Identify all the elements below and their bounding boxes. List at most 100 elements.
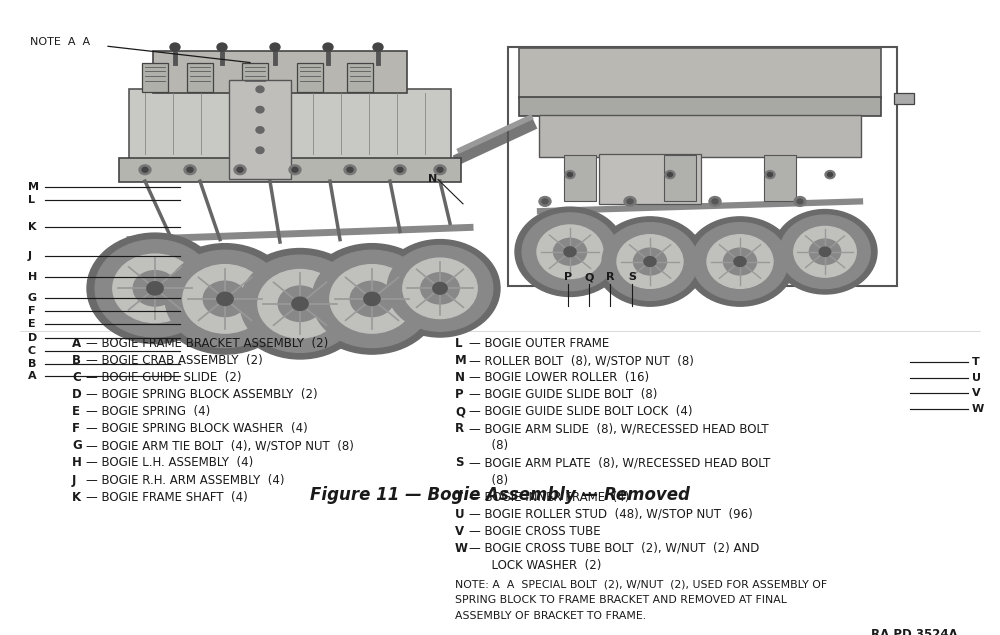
Circle shape xyxy=(394,165,406,175)
FancyBboxPatch shape xyxy=(347,62,373,92)
Circle shape xyxy=(330,265,414,333)
Circle shape xyxy=(825,171,835,178)
Circle shape xyxy=(627,199,633,204)
Text: M: M xyxy=(28,182,39,192)
Circle shape xyxy=(724,248,757,275)
FancyBboxPatch shape xyxy=(187,62,213,92)
Text: S: S xyxy=(455,457,464,469)
Text: — BOGIE ARM TIE BOLT  (4), W/STOP NUT  (8): — BOGIE ARM TIE BOLT (4), W/STOP NUT (8) xyxy=(86,439,354,452)
Circle shape xyxy=(139,165,151,175)
Text: D: D xyxy=(72,388,82,401)
Text: W: W xyxy=(972,404,984,414)
Text: H: H xyxy=(72,457,82,469)
Circle shape xyxy=(387,246,493,331)
Text: — BOGIE ARM PLATE  (8), W/RECESSED HEAD BOLT: — BOGIE ARM PLATE (8), W/RECESSED HEAD B… xyxy=(469,457,770,469)
Circle shape xyxy=(437,167,443,172)
Circle shape xyxy=(539,197,551,206)
Circle shape xyxy=(522,213,618,291)
Text: — BOGIE ROLLER STUD  (48), W/STOP NUT  (96): — BOGIE ROLLER STUD (48), W/STOP NUT (96… xyxy=(469,507,753,521)
Text: P: P xyxy=(564,272,572,283)
Circle shape xyxy=(828,173,832,177)
Text: J: J xyxy=(28,251,32,262)
Circle shape xyxy=(421,273,459,304)
Text: N: N xyxy=(455,371,465,384)
Circle shape xyxy=(203,281,247,317)
Circle shape xyxy=(95,240,215,337)
Text: — BOGIE OUTER FRAME: — BOGIE OUTER FRAME xyxy=(469,337,609,350)
Circle shape xyxy=(617,235,683,288)
Text: A: A xyxy=(28,371,37,382)
Circle shape xyxy=(819,247,831,257)
Circle shape xyxy=(184,165,196,175)
Text: E: E xyxy=(28,319,36,329)
Circle shape xyxy=(537,225,603,279)
Circle shape xyxy=(142,167,148,172)
Text: (8): (8) xyxy=(469,474,508,486)
Text: K: K xyxy=(28,222,36,232)
Circle shape xyxy=(344,165,356,175)
Text: — BOGIE CRAB ASSEMBLY  (2): — BOGIE CRAB ASSEMBLY (2) xyxy=(86,354,263,367)
Circle shape xyxy=(237,167,243,172)
Circle shape xyxy=(165,250,285,347)
Text: SPRING BLOCK TO FRAME BRACKET AND REMOVED AT FINAL: SPRING BLOCK TO FRAME BRACKET AND REMOVE… xyxy=(455,596,787,605)
FancyBboxPatch shape xyxy=(229,81,291,180)
Circle shape xyxy=(634,248,666,275)
Text: — BOGIE SPRING BLOCK WASHER  (4): — BOGIE SPRING BLOCK WASHER (4) xyxy=(86,422,308,436)
Text: (8): (8) xyxy=(469,439,508,452)
Circle shape xyxy=(595,217,705,306)
Circle shape xyxy=(665,171,675,178)
FancyBboxPatch shape xyxy=(129,88,451,159)
Circle shape xyxy=(685,217,795,306)
Circle shape xyxy=(256,86,264,93)
Circle shape xyxy=(668,173,672,177)
Text: R: R xyxy=(606,272,614,283)
Text: NOTE: A  A  SPECIAL BOLT  (2), W/NUT  (2), USED FOR ASSEMBLY OF: NOTE: A A SPECIAL BOLT (2), W/NUT (2), U… xyxy=(455,580,827,590)
FancyBboxPatch shape xyxy=(664,155,696,201)
FancyBboxPatch shape xyxy=(764,155,796,201)
Text: V: V xyxy=(455,525,464,538)
Circle shape xyxy=(147,282,163,295)
Circle shape xyxy=(554,238,586,265)
Text: — BOGIE ARM SLIDE  (8), W/RECESSED HEAD BOLT: — BOGIE ARM SLIDE (8), W/RECESSED HEAD B… xyxy=(469,422,769,436)
Text: D: D xyxy=(28,333,37,343)
Circle shape xyxy=(780,215,870,288)
Circle shape xyxy=(380,239,500,337)
Text: — BOGIE CROSS TUBE: — BOGIE CROSS TUBE xyxy=(469,525,601,538)
Circle shape xyxy=(170,43,180,51)
Text: A: A xyxy=(72,337,81,350)
Text: T: T xyxy=(972,357,980,367)
Circle shape xyxy=(515,207,625,297)
FancyBboxPatch shape xyxy=(119,157,461,182)
Text: Figure 11 — Bogie Assembly — Removed: Figure 11 — Bogie Assembly — Removed xyxy=(310,486,690,504)
Text: G: G xyxy=(28,293,37,303)
Text: H: H xyxy=(28,272,37,283)
Circle shape xyxy=(765,171,775,178)
FancyBboxPatch shape xyxy=(539,114,861,157)
Circle shape xyxy=(240,255,360,352)
Text: F: F xyxy=(28,306,36,316)
Text: — BOGIE FRAME BRACKET ASSEMBLY  (2): — BOGIE FRAME BRACKET ASSEMBLY (2) xyxy=(86,337,328,350)
Circle shape xyxy=(312,250,432,347)
Text: T: T xyxy=(455,491,463,504)
FancyBboxPatch shape xyxy=(599,154,701,204)
Text: V: V xyxy=(972,388,981,398)
Circle shape xyxy=(258,269,342,338)
Text: — BOGIE SPRING BLOCK ASSEMBLY  (2): — BOGIE SPRING BLOCK ASSEMBLY (2) xyxy=(86,388,318,401)
Circle shape xyxy=(87,233,223,344)
Circle shape xyxy=(397,167,403,172)
Circle shape xyxy=(797,199,803,204)
Circle shape xyxy=(433,283,447,294)
Circle shape xyxy=(133,271,177,306)
Circle shape xyxy=(304,244,440,354)
Circle shape xyxy=(217,43,227,51)
Circle shape xyxy=(624,197,636,206)
Text: Q: Q xyxy=(584,272,594,283)
FancyBboxPatch shape xyxy=(519,48,881,98)
Circle shape xyxy=(565,171,575,178)
Text: — BOGIE INNER FRAME  (4): — BOGIE INNER FRAME (4) xyxy=(469,491,629,504)
Circle shape xyxy=(187,167,193,172)
Circle shape xyxy=(709,197,721,206)
Text: N: N xyxy=(428,175,437,185)
Text: — BOGIE FRAME SHAFT  (4): — BOGIE FRAME SHAFT (4) xyxy=(86,491,248,504)
Circle shape xyxy=(542,199,548,204)
